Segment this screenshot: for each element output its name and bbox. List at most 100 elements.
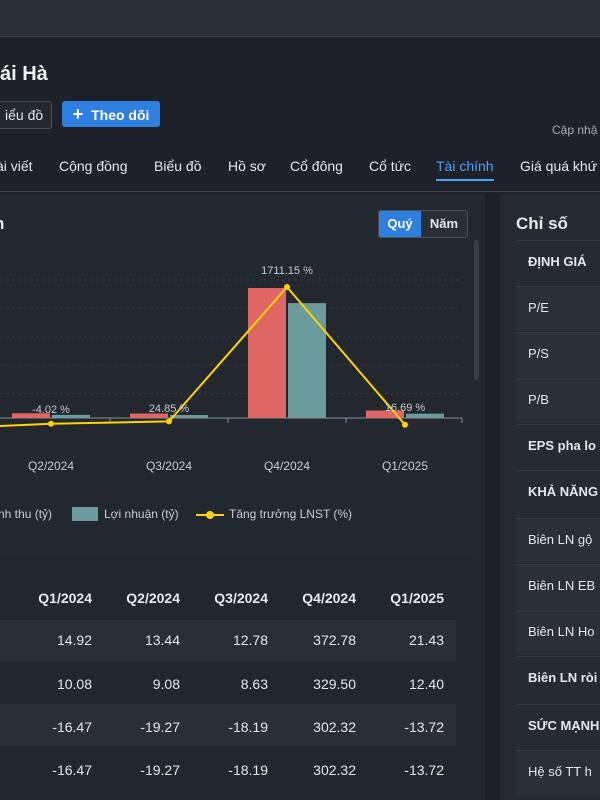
updated-text: Cập nhậ (552, 123, 598, 137)
table-cell: -19.27 (140, 762, 180, 778)
tab-profile[interactable]: Hồ sơ (228, 158, 266, 174)
metric-eps[interactable]: EPS pha lo (516, 424, 600, 469)
top-bar (0, 0, 600, 37)
tab-price-history[interactable]: Giá quá khứ (520, 158, 598, 174)
table-header: Q4/2024 (302, 590, 356, 606)
tab-dividends[interactable]: Cổ tức (369, 158, 412, 174)
table-cell: 8.63 (240, 676, 268, 692)
x-tick-label: Q4/2024 (264, 459, 310, 473)
tab-chart[interactable]: Biểu đồ (154, 158, 202, 174)
table-cell: 302.32 (313, 762, 356, 778)
table-cell: 12.40 (408, 676, 444, 692)
bar-profit (406, 413, 444, 418)
tab-posts[interactable]: ài viết (0, 158, 33, 174)
financial-table (0, 555, 478, 800)
metrics-label: P/E (528, 300, 549, 315)
nav-tabs: ài viết Cộng đồng Biểu đồ Hồ sơ Cổ đông … (0, 148, 600, 188)
chart-line (0, 283, 408, 428)
metric-gross-margin[interactable]: Biên LN gộ (516, 518, 600, 563)
metric-ps[interactable]: P/S (516, 332, 600, 377)
metric-net-margin[interactable]: Biên LN ròi (516, 656, 600, 701)
legend-profit-label: Lợi nhuận (tỷ) (104, 507, 179, 521)
growth-point (284, 283, 290, 290)
table-cell: 302.32 (313, 719, 356, 735)
growth-point (402, 421, 408, 428)
bar-revenue (12, 413, 50, 418)
table-cell: -13.72 (404, 719, 444, 735)
legend-growth-swatch (196, 511, 224, 519)
metrics-section-profitability: KHẢ NĂNG (516, 470, 600, 515)
plus-icon: + (72, 104, 84, 124)
metrics-section-valuation: ĐỊNH GIÁ (516, 240, 600, 285)
metrics-label: Biên LN gộ (528, 532, 593, 547)
metrics-label: P/B (528, 392, 549, 407)
bar-profit (288, 303, 326, 418)
follow-button-label: Theo dõi (91, 107, 150, 123)
legend-growth-label: Tăng trưởng LNST (%) (229, 507, 353, 521)
table-header: Q3/2024 (214, 590, 268, 606)
metric-operating-margin[interactable]: Biên LN Ho (516, 610, 600, 655)
bar-profit (52, 414, 90, 418)
panel-title: n (0, 214, 4, 234)
table-header: Q2/2024 (126, 590, 180, 606)
bar-revenue (366, 410, 404, 418)
metrics-label: Biên LN Ho (528, 624, 595, 639)
metric-pe[interactable]: P/E (516, 286, 600, 331)
metrics-label: Biên LN ròi (528, 670, 598, 685)
period-toggle: Quý Năm (378, 210, 468, 238)
metrics-label: KHẢ NĂNG (528, 484, 599, 499)
metrics-label: ĐỊNH GIÁ (528, 254, 587, 269)
metrics-label: P/S (528, 346, 549, 361)
table-cell: -16.47 (52, 762, 92, 778)
bar-profit (170, 414, 208, 418)
table-header: Q1/2025 (390, 590, 444, 606)
chart-bars (12, 288, 444, 418)
metric-ebit-margin[interactable]: Biên LN EB (516, 564, 600, 609)
chart-labels: Q2/2024 Q3/2024 Q4/2024 Q1/2025 -4.02 % 24.85… (28, 265, 428, 473)
table-cell: -18.19 (228, 719, 268, 735)
data-label: 16.69 % (385, 402, 426, 414)
metrics-label: EPS pha lo (528, 438, 596, 453)
growth-point (166, 418, 172, 425)
financial-chart: Q2/2024 Q3/2024 Q4/2024 Q1/2025 -4.02 % 24.85… (0, 265, 463, 473)
year-toggle[interactable]: Năm (429, 216, 459, 231)
table-cell: 10.08 (56, 676, 92, 692)
metric-current-ratio[interactable]: Hệ số TT h (516, 750, 600, 795)
quarter-toggle[interactable]: Quý (379, 211, 421, 237)
table-cell: 372.78 (313, 632, 356, 648)
data-label: -4.02 % (32, 404, 70, 416)
table-cell: -16.47 (52, 719, 92, 735)
chart-button[interactable]: iểu đồ (0, 101, 53, 129)
tab-community[interactable]: Cộng đồng (59, 158, 128, 174)
table-cell: -19.27 (140, 719, 180, 735)
metrics-title: Chỉ số (516, 214, 568, 233)
x-tick-label: Q1/2025 (382, 459, 428, 473)
chart-grid (0, 279, 463, 423)
tabs-divider (0, 191, 600, 192)
tab-financials[interactable]: Tài chính (436, 158, 494, 181)
metrics-label: Biên LN EB (528, 578, 596, 593)
table-row (0, 620, 456, 662)
metrics-label: SỨC MẠNH (528, 718, 600, 733)
metric-pb[interactable]: P/B (516, 378, 600, 423)
table-row (0, 704, 456, 746)
growth-point (48, 420, 54, 427)
x-tick-label: Q2/2024 (28, 459, 74, 473)
bar-revenue (130, 413, 168, 418)
table-cell: 21.43 (408, 632, 444, 648)
legend-revenue-label: nh thu (tỷ) (0, 507, 53, 521)
bar-revenue (248, 288, 286, 418)
follow-button[interactable]: + Theo dõi (62, 101, 160, 127)
x-tick-label: Q3/2024 (146, 459, 192, 473)
chart-scrollbar[interactable] (474, 240, 479, 380)
tab-shareholders[interactable]: Cổ đông (290, 158, 343, 174)
legend-profit-swatch (72, 507, 98, 521)
metrics-label: Hệ số TT h (528, 764, 592, 779)
metrics-section-strength: SỨC MẠNH (516, 704, 600, 749)
table-cell: 9.08 (152, 676, 180, 692)
table-cell: -13.72 (404, 762, 444, 778)
table-cell: 12.78 (232, 632, 268, 648)
table-cell: 13.44 (144, 632, 180, 648)
page-title: ái Hà (0, 63, 48, 85)
table-cell: 14.92 (56, 632, 92, 648)
